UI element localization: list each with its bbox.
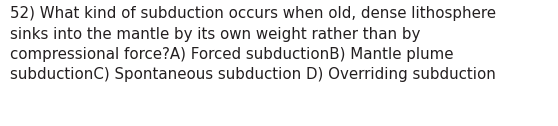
Text: 52) What kind of subduction occurs when old, dense lithosphere
sinks into the ma: 52) What kind of subduction occurs when …: [10, 6, 496, 83]
